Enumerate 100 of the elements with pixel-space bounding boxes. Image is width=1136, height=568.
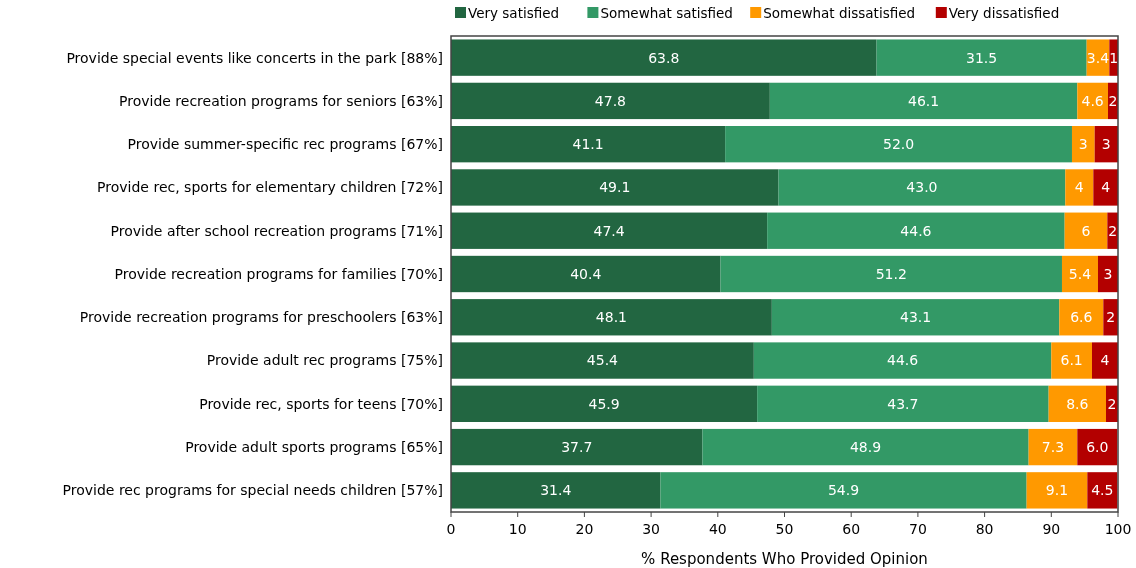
- bar: [771, 299, 1060, 336]
- x-tick-label: 50: [775, 521, 794, 537]
- data-label: 6: [1081, 222, 1091, 239]
- bar: [1077, 82, 1108, 120]
- x-tick-label: 20: [575, 521, 594, 537]
- bar: [1028, 428, 1078, 466]
- data-label: 63.8: [648, 49, 680, 66]
- bar: [1064, 212, 1108, 249]
- data-label: 2: [1106, 309, 1116, 326]
- bar: [1061, 255, 1098, 293]
- bar: [876, 39, 1087, 76]
- data-label: 2: [1108, 92, 1118, 109]
- legend-label: Very satisfied: [468, 5, 560, 21]
- bar: [1048, 385, 1106, 422]
- y-tick-label: Provide rec, sports for elementary children [72%]: [97, 179, 443, 196]
- data-label: 31.5: [966, 49, 998, 66]
- bar: [451, 82, 770, 120]
- bar: [778, 169, 1066, 206]
- data-label: 43.0: [906, 179, 938, 196]
- data-label: 52.0: [882, 136, 915, 153]
- bar: [451, 299, 772, 336]
- x-tick-label: 10: [508, 521, 527, 537]
- data-label: 4.6: [1081, 92, 1104, 109]
- data-label: 3: [1078, 136, 1088, 153]
- legend-label: Very dissatisfied: [948, 5, 1060, 21]
- bar: [1077, 428, 1118, 466]
- data-label: 6.6: [1070, 309, 1093, 326]
- x-tick-label: 0: [446, 521, 456, 537]
- bar: [769, 82, 1078, 120]
- data-label: 47.8: [594, 92, 626, 109]
- data-label: 54.9: [827, 482, 860, 499]
- data-label: 41.1: [572, 136, 604, 153]
- data-label: 6.0: [1086, 438, 1109, 455]
- data-label: 43.7: [887, 395, 919, 412]
- bar: [1087, 472, 1118, 509]
- bar: [451, 385, 758, 422]
- bar: [767, 212, 1065, 249]
- bar: [757, 385, 1049, 422]
- x-tick-label: 60: [842, 521, 861, 537]
- bar: [753, 342, 1052, 379]
- data-label: 44.6: [886, 352, 919, 369]
- bar: [660, 472, 1027, 509]
- y-tick-label: Provide summer-specific rec programs [67%]: [127, 136, 443, 153]
- x-tick-label: 30: [642, 521, 661, 537]
- y-tick-label: Provide adult sports programs [65%]: [185, 438, 443, 455]
- bar: [451, 255, 721, 293]
- y-tick-label: Provide recreation programs for families [70%]: [114, 265, 443, 282]
- y-tick-label: Provide rec, sports for teens [70%]: [199, 395, 443, 412]
- bar: [1026, 472, 1088, 509]
- legend-label: Somewhat dissatisfied: [763, 5, 916, 21]
- data-label: 45.4: [586, 352, 619, 369]
- bar: [451, 39, 877, 76]
- bar: [451, 126, 726, 163]
- x-tick-label: 90: [1042, 521, 1061, 537]
- bar: [1071, 126, 1095, 163]
- bar: [720, 255, 1062, 293]
- data-label: 31.4: [540, 482, 572, 499]
- data-label: 3: [1101, 136, 1111, 153]
- x-tick-label: 70: [908, 521, 927, 537]
- data-label: 43.1: [899, 309, 932, 326]
- bar: [725, 126, 1072, 163]
- data-label: 8.6: [1066, 395, 1089, 412]
- data-label: 2: [1107, 395, 1117, 412]
- data-label: 9.1: [1045, 482, 1069, 499]
- bar: [451, 212, 768, 249]
- data-label: 5.4: [1068, 265, 1092, 282]
- bar: [1059, 299, 1104, 336]
- data-label: 2: [1108, 222, 1118, 239]
- data-label: 3: [1103, 265, 1113, 282]
- y-tick-label: Provide adult rec programs [75%]: [206, 352, 443, 369]
- x-tick-label: 100: [1104, 521, 1132, 537]
- y-tick-label: Provide rec programs for special needs children [57%]: [62, 482, 443, 499]
- data-label: 3.4: [1086, 49, 1110, 66]
- data-label: 46.1: [907, 92, 940, 109]
- bar: [1091, 342, 1118, 379]
- data-label: 4: [1101, 179, 1111, 196]
- bar: [451, 169, 779, 206]
- data-label: 1: [1109, 49, 1119, 66]
- data-label: 40.4: [570, 265, 602, 282]
- data-label: 51.2: [875, 265, 907, 282]
- data-label: 49.1: [599, 179, 631, 196]
- data-label: 48.9: [849, 438, 882, 455]
- y-tick-label: Provide recreation programs for seniors [63%]: [119, 92, 443, 109]
- legend-label: Somewhat satisfied: [600, 5, 733, 21]
- bar: [702, 428, 1029, 466]
- data-label: 47.4: [593, 222, 625, 239]
- bar: [451, 472, 661, 509]
- data-label: 44.6: [900, 222, 932, 239]
- data-label: 4: [1100, 352, 1110, 369]
- data-label: 48.1: [595, 309, 627, 326]
- y-tick-label: Provide special events like concerts in the park [88%]: [66, 49, 443, 66]
- y-tick-label: Provide recreation programs for preschoolers [63%]: [79, 309, 443, 326]
- data-label: 4: [1074, 179, 1084, 196]
- data-label: 6.1: [1060, 352, 1083, 369]
- data-label: 37.7: [561, 438, 593, 455]
- y-tick-label: Provide after school recreation programs [71%]: [110, 222, 443, 239]
- x-tick-label: 80: [975, 521, 994, 537]
- bar: [451, 342, 754, 379]
- x-tick-label: 40: [708, 521, 727, 537]
- data-label: 7.3: [1041, 438, 1065, 455]
